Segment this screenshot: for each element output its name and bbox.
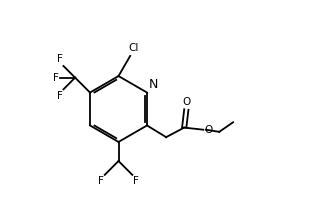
Text: F: F bbox=[56, 54, 62, 64]
Text: O: O bbox=[182, 97, 190, 107]
Text: F: F bbox=[56, 91, 62, 101]
Text: F: F bbox=[53, 73, 59, 83]
Text: F: F bbox=[98, 176, 104, 186]
Text: O: O bbox=[204, 125, 213, 135]
Text: N: N bbox=[149, 78, 158, 92]
Text: F: F bbox=[133, 176, 139, 186]
Text: Cl: Cl bbox=[128, 43, 138, 53]
